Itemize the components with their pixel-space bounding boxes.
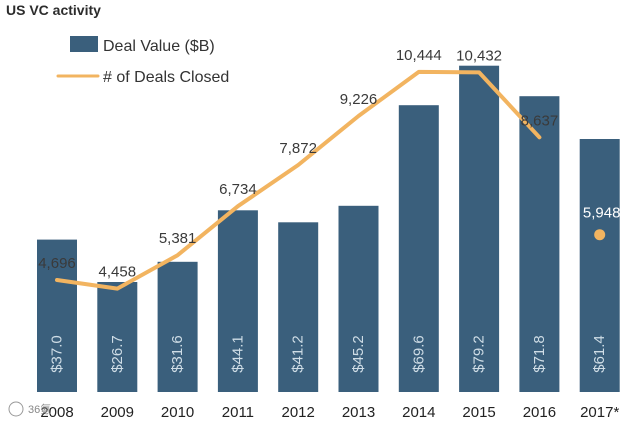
x-tick-label: 2016 [523,404,556,421]
bar-2011 [217,210,258,392]
bar-value-label: $44.1 [229,335,246,373]
bar-2013 [338,205,379,392]
bar-value-label: $31.6 [169,335,186,373]
x-tick-label: 2017* [580,404,619,421]
bar-2009 [97,282,138,392]
x-tick-label: 2015 [462,404,495,421]
legend-bar-swatch [70,36,98,52]
bar-value-label: $79.2 [471,335,488,373]
legend-deal-value-label: Deal Value ($B) [103,38,215,55]
chart-title: US VC activity [6,2,101,18]
deals-closed-value-label: 7,872 [279,140,317,157]
deals-closed-value-label: 8,637 [521,112,559,129]
x-tick-label: 2010 [161,404,194,421]
bar-value-label: $71.8 [531,335,548,373]
bar-value-label: $26.7 [109,335,126,373]
bar-2012 [278,222,319,392]
deals-closed-value-label: 10,432 [456,47,502,64]
watermark: 36氪 [8,401,51,417]
deals-closed-value-label: 6,734 [219,181,257,198]
deals-closed-value-label: 5,381 [159,230,197,247]
bar-2016 [519,96,560,392]
x-tick-label: 2008 [40,404,73,421]
x-tick-label: 2013 [342,404,375,421]
x-tick-label: 2014 [402,404,435,421]
bar-value-label: $61.4 [591,335,608,373]
deals-closed-value-label: 10,444 [396,47,442,64]
x-tick-label: 2009 [101,404,134,421]
deals-closed-line [55,69,542,291]
legend-deals-closed-label: # of Deals Closed [103,69,229,86]
deals-closed-value-label: 4,458 [99,264,137,281]
bar-2017 [579,139,620,392]
bar-value-label: $45.2 [350,335,367,373]
bar-value-label: $69.6 [410,335,427,373]
deals-closed-point-2017 [594,229,606,241]
x-tick-label: 2011 [222,404,254,421]
deals-closed-value-label: 5,948 [583,205,621,222]
bar-2014 [398,105,439,392]
deals-closed-value-label: 9,226 [340,91,378,108]
bar-value-label: $41.2 [290,335,307,373]
deals-closed-value-label: 4,696 [38,255,76,272]
bar-2008 [37,239,77,392]
watermark-text: 36氪 [28,402,51,416]
x-tick-label: 2012 [282,404,315,421]
bar-value-label: $37.0 [49,335,66,373]
bar-2010 [157,261,198,392]
bar-2015 [459,65,500,392]
